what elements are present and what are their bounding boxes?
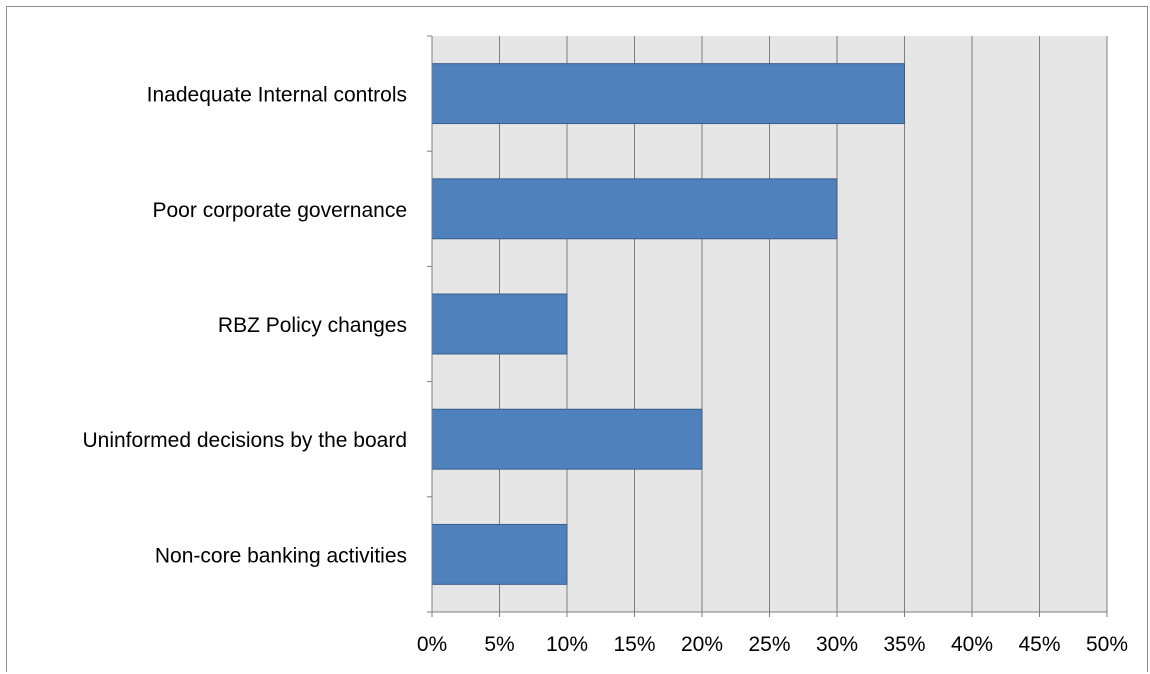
bar [431,523,568,585]
x-tick-label: 30% [816,633,858,656]
bars [431,63,905,585]
category-label: Non-core banking activities [155,544,407,567]
x-tick-label: 15% [613,633,655,656]
bar [431,178,838,240]
bar [431,408,703,470]
x-tick-label: 40% [951,633,993,656]
category-label: Uninformed decisions by the board [82,429,407,452]
x-tick-label: 5% [484,633,514,656]
category-label: Inadequate Internal controls [147,84,407,107]
bar [431,293,568,355]
labels: 0% 5% 10% 15% 20% 25% 30% 35% 40% 45% 50% Inadequat… [82,84,1128,656]
x-tick-label: 20% [681,633,723,656]
x-tick-label: 45% [1018,633,1060,656]
axes [427,35,1108,617]
x-tick-label: 25% [748,633,790,656]
x-tick-label: 10% [546,633,588,656]
category-label: Poor corporate governance [153,199,408,222]
category-label: RBZ Policy changes [218,314,407,337]
chart-frame [6,6,1148,672]
x-tick-label: 50% [1086,633,1128,656]
bar [431,63,905,125]
x-tick-label: 0% [417,633,447,656]
x-tick-label: 35% [883,633,925,656]
